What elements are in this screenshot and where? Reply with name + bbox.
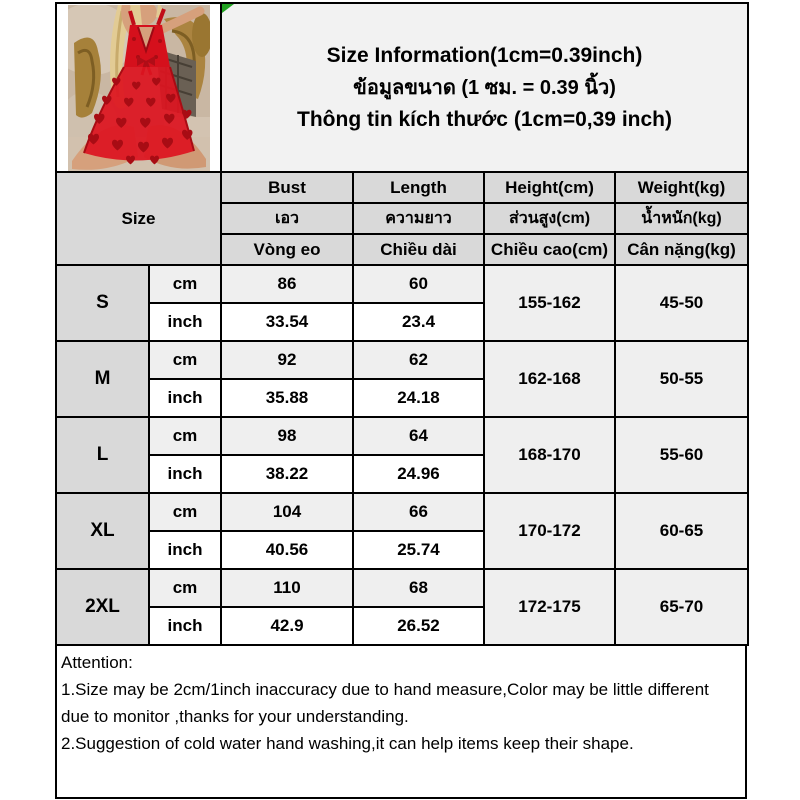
product-photo-cell — [55, 2, 222, 173]
table-row-m-inch: inch 35.88 24.18 — [56, 378, 748, 418]
length-inch-cell: 24.18 — [352, 378, 485, 418]
unit-cell-inch: inch — [148, 454, 222, 494]
col-header-bust-en: Bust — [220, 171, 354, 204]
table-row-2xl-cm: 2XL cm 110 68 172-175 65-70 — [55, 568, 750, 646]
col-header-length-th: ความยาว — [352, 202, 485, 235]
height-range-cell: 168-170 — [483, 416, 616, 494]
header-row-thai: เอว ความยาว ส่วนสูง(cm) น้ำหนัก(kg) — [56, 202, 750, 235]
length-cm-cell: 68 — [352, 568, 485, 608]
bust-cm-cell: 104 — [220, 492, 354, 532]
col-header-bust-th: เอว — [220, 202, 354, 235]
attention-note-1: 1.Size may be 2cm/1inch inaccuracy due t… — [61, 680, 709, 726]
length-cm-cell: 66 — [352, 492, 485, 532]
unit-cell-inch: inch — [148, 378, 222, 418]
table-row-xl-cm: XL cm 104 66 170-172 60-65 — [55, 492, 750, 570]
height-range-cell: 172-175 — [483, 568, 616, 646]
bust-inch-cell: 42.9 — [220, 606, 354, 646]
height-range-cell: 155-162 — [483, 264, 616, 342]
table-row-s-inch: inch 33.54 23.4 — [56, 302, 748, 342]
bust-cm-cell: 98 — [220, 416, 354, 456]
bust-inch-cell: 33.54 — [220, 302, 354, 342]
col-header-length-vi: Chiều dài — [352, 233, 485, 266]
weight-range-cell: 55-60 — [613, 416, 750, 494]
top-row: Size Information(1cm=0.39inch) ข้อมูลขนา… — [55, 2, 750, 173]
corner-marker-triangle — [223, 5, 234, 13]
unit-cell-cm: cm — [148, 568, 222, 608]
product-photo — [67, 5, 210, 170]
length-inch-cell: 25.74 — [352, 530, 485, 570]
col-header-height-vi: Chiều cao(cm) — [483, 233, 616, 266]
title-english: Size Information(1cm=0.39inch) — [326, 43, 643, 67]
unit-cell-inch: inch — [148, 302, 222, 342]
title-thai: ข้อมูลขนาด (1 ซม. = 0.39 นิ้ว) — [353, 76, 616, 99]
title-cell: Size Information(1cm=0.39inch) ข้อมูลขนา… — [219, 2, 750, 173]
unit-cell-cm: cm — [148, 492, 222, 532]
bust-cm-cell: 110 — [220, 568, 354, 608]
col-header-weight-en: Weight(kg) — [613, 171, 750, 204]
title-vietnamese: Thông tin kích thước (1cm=0,39 inch) — [297, 107, 672, 131]
length-cm-cell: 60 — [352, 264, 485, 304]
length-inch-cell: 26.52 — [352, 606, 485, 646]
col-header-weight-th: น้ำหนัก(kg) — [613, 202, 750, 235]
table-row-l-inch: inch 38.22 24.96 — [56, 454, 748, 494]
unit-cell-cm: cm — [148, 416, 222, 456]
size-chart-sheet: Size Information(1cm=0.39inch) ข้อมูลขนา… — [55, 2, 750, 799]
header-row-vietnamese: Vòng eo Chiều dài Chiều cao(cm) Cân nặng… — [56, 233, 750, 266]
weight-range-cell: 50-55 — [613, 340, 750, 418]
col-header-height-th: ส่วนสูง(cm) — [483, 202, 616, 235]
length-cm-cell: 64 — [352, 416, 485, 456]
attention-box: Attention: 1.Size may be 2cm/1inch inacc… — [55, 644, 747, 799]
length-inch-cell: 24.96 — [352, 454, 485, 494]
size-label-cell: S — [55, 264, 150, 342]
weight-range-cell: 45-50 — [613, 264, 750, 342]
bust-inch-cell: 40.56 — [220, 530, 354, 570]
bust-inch-cell: 35.88 — [220, 378, 354, 418]
bust-cm-cell: 92 — [220, 340, 354, 380]
bust-cm-cell: 86 — [220, 264, 354, 304]
header-row-english: Size Bust Length Height(cm) Weight(kg) — [55, 171, 750, 266]
weight-range-cell: 60-65 — [613, 492, 750, 570]
length-inch-cell: 23.4 — [352, 302, 485, 342]
unit-cell-inch: inch — [148, 530, 222, 570]
size-label-cell: L — [55, 416, 150, 494]
size-label-cell: M — [55, 340, 150, 418]
size-label-cell: 2XL — [55, 568, 150, 646]
size-table: Size Information(1cm=0.39inch) ข้อมูลขนา… — [55, 2, 750, 646]
table-row-xl-inch: inch 40.56 25.74 — [56, 530, 748, 570]
bust-inch-cell: 38.22 — [220, 454, 354, 494]
unit-cell-cm: cm — [148, 340, 222, 380]
size-header: Size — [55, 171, 222, 266]
length-cm-cell: 62 — [352, 340, 485, 380]
size-label-cell: XL — [55, 492, 150, 570]
table-row-2xl-inch: inch 42.9 26.52 — [56, 606, 748, 646]
col-header-bust-vi: Vòng eo — [220, 233, 354, 266]
unit-cell-cm: cm — [148, 264, 222, 304]
attention-heading: Attention: — [61, 653, 133, 672]
attention-note-2: 2.Suggestion of cold water hand washing,… — [61, 734, 634, 753]
col-header-length-en: Length — [352, 171, 485, 204]
height-range-cell: 162-168 — [483, 340, 616, 418]
col-header-height-en: Height(cm) — [483, 171, 616, 204]
height-range-cell: 170-172 — [483, 492, 616, 570]
unit-cell-inch: inch — [148, 606, 222, 646]
weight-range-cell: 65-70 — [613, 568, 750, 646]
col-header-weight-vi: Cân nặng(kg) — [613, 233, 750, 266]
